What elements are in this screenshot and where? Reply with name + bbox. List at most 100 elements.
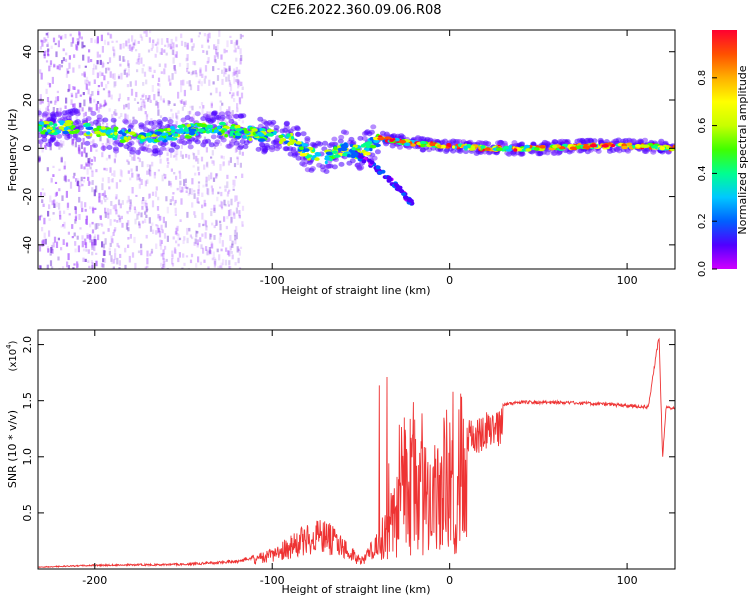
spectrum-halo-point	[343, 130, 350, 136]
noise-speck	[78, 214, 81, 220]
spectrum-ridge-point	[38, 121, 45, 125]
noise-speck	[163, 233, 167, 239]
noise-speck	[220, 248, 223, 252]
noise-speck	[38, 215, 41, 221]
noise-speck	[206, 187, 209, 195]
noise-speck	[90, 107, 93, 113]
noise-speck	[137, 250, 141, 254]
spectrum-ridge-point	[342, 152, 349, 157]
spectrum-halo-point	[96, 114, 103, 120]
noise-speck	[106, 62, 110, 65]
spectrum-halo-point	[300, 131, 307, 137]
spectrum-ridge-point	[331, 150, 338, 154]
spectrum-halo-point	[530, 141, 537, 147]
noise-speck	[76, 263, 79, 268]
spectrum-ridge-point	[524, 144, 531, 149]
spectrogram-y-tick-label: 40	[21, 45, 34, 59]
spectrum-halo-point	[301, 162, 308, 168]
noise-speck	[128, 255, 131, 263]
noise-speck	[229, 140, 232, 144]
noise-speck	[182, 253, 185, 258]
noise-speck	[85, 76, 89, 81]
noise-speck	[47, 109, 50, 115]
spectrum-branch-point	[403, 195, 409, 200]
noise-speck	[136, 136, 139, 143]
noise-speck	[238, 150, 241, 155]
noise-speck	[91, 247, 94, 250]
spectrum-ridge-point	[398, 139, 407, 144]
noise-speck	[201, 73, 204, 78]
noise-speck	[191, 105, 194, 111]
noise-speck	[141, 205, 144, 210]
spectrum-ridge-point	[96, 133, 101, 138]
noise-speck	[219, 143, 222, 146]
spectrum-halo-point	[208, 142, 215, 148]
noise-speck	[125, 40, 128, 47]
noise-speck	[176, 225, 179, 232]
noise-speck	[66, 261, 69, 268]
noise-speck	[58, 168, 61, 171]
noise-speck	[153, 94, 156, 101]
noise-speck	[234, 79, 237, 82]
noise-speck	[115, 40, 118, 43]
noise-speck	[110, 179, 113, 183]
noise-speck	[38, 113, 41, 118]
noise-speck	[52, 107, 55, 113]
noise-speck	[58, 64, 61, 71]
noise-speck	[236, 78, 239, 84]
noise-speck	[177, 257, 180, 263]
noise-speck	[204, 203, 207, 207]
noise-speck	[241, 151, 244, 156]
noise-speck	[143, 31, 146, 34]
spectrum-ridge-point	[290, 136, 295, 140]
noise-speck	[240, 54, 243, 61]
spectrum-halo-point	[152, 144, 159, 150]
noise-speck	[134, 80, 137, 86]
noise-speck	[111, 178, 114, 183]
noise-speck	[210, 233, 213, 238]
noise-speck	[40, 214, 43, 218]
noise-speck	[175, 153, 178, 161]
noise-speck	[184, 100, 187, 105]
snr-frame	[37, 329, 676, 570]
spectrum-halo-point	[224, 110, 231, 116]
noise-speck	[233, 229, 237, 237]
noise-speck	[218, 204, 221, 207]
noise-speck	[190, 38, 193, 43]
noise-speck	[151, 43, 154, 49]
noise-speck	[197, 171, 201, 176]
noise-speck	[169, 202, 172, 206]
noise-speck	[171, 73, 174, 80]
noise-speck	[65, 73, 68, 78]
spectrum-halo-point	[50, 113, 57, 119]
noise-speck	[43, 51, 46, 54]
noise-speck	[95, 65, 98, 70]
spectrum-ridge-point	[659, 146, 666, 151]
noise-speck	[143, 101, 146, 108]
noise-speck	[174, 150, 177, 157]
noise-speck	[39, 265, 42, 269]
noise-speck	[83, 176, 86, 179]
noise-speck	[57, 40, 60, 48]
noise-speck	[140, 101, 143, 107]
noise-speck	[103, 250, 106, 256]
spectrum-ridge-point	[446, 143, 452, 147]
colorbar-tick-label: 0.8	[697, 70, 708, 86]
spectrum-halo-point	[117, 141, 124, 147]
spectrum-ridge-point	[206, 124, 214, 129]
noise-speck	[81, 73, 84, 76]
snr-x-tick-label: -100	[260, 574, 285, 587]
noise-speck	[91, 91, 94, 96]
noise-speck	[177, 233, 180, 241]
noise-speck	[137, 173, 140, 177]
noise-speck	[54, 100, 57, 105]
noise-speck	[45, 114, 48, 121]
noise-speck	[82, 248, 86, 252]
noise-speck	[74, 219, 77, 224]
noise-speck	[62, 239, 65, 245]
noise-speck	[64, 105, 67, 109]
noise-speck	[218, 254, 221, 261]
spectrum-halo-point	[510, 150, 517, 156]
snr-x-tick-label: -200	[82, 574, 107, 587]
noise-speck	[198, 32, 201, 35]
